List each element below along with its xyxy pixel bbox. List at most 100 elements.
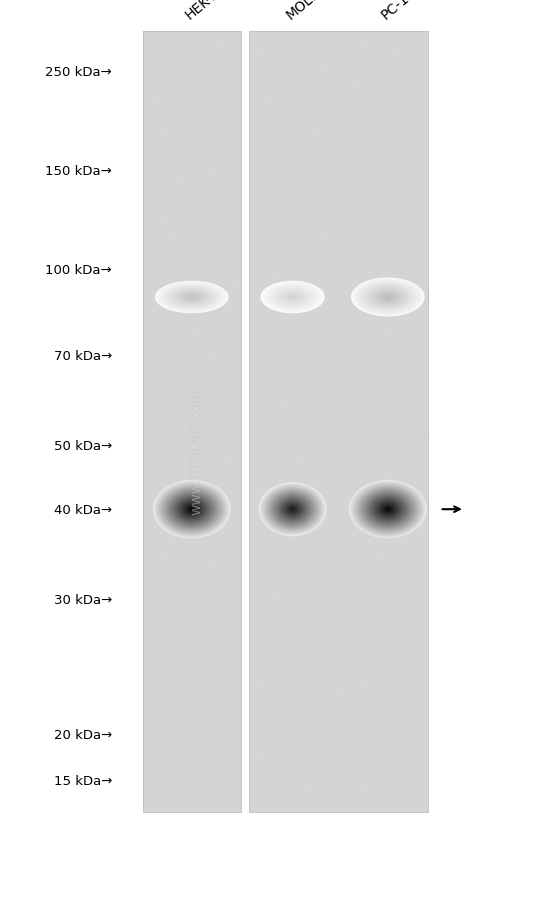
Ellipse shape xyxy=(176,290,208,305)
Ellipse shape xyxy=(374,290,402,305)
Ellipse shape xyxy=(189,508,194,511)
Ellipse shape xyxy=(281,501,304,519)
Ellipse shape xyxy=(372,498,403,521)
Ellipse shape xyxy=(160,283,224,312)
Text: 70 kDa→: 70 kDa→ xyxy=(54,350,112,363)
Ellipse shape xyxy=(187,296,197,299)
Ellipse shape xyxy=(260,483,325,536)
Ellipse shape xyxy=(274,289,311,307)
Ellipse shape xyxy=(262,485,323,534)
Ellipse shape xyxy=(354,484,422,535)
Ellipse shape xyxy=(264,283,321,312)
Ellipse shape xyxy=(385,297,390,299)
Ellipse shape xyxy=(288,506,297,513)
Ellipse shape xyxy=(157,282,226,313)
Ellipse shape xyxy=(270,286,315,309)
Ellipse shape xyxy=(265,283,320,312)
Ellipse shape xyxy=(178,291,206,304)
Ellipse shape xyxy=(360,282,416,313)
Ellipse shape xyxy=(188,507,195,512)
Ellipse shape xyxy=(282,502,303,518)
Ellipse shape xyxy=(162,487,222,532)
Ellipse shape xyxy=(271,492,314,527)
Ellipse shape xyxy=(181,293,203,302)
Ellipse shape xyxy=(385,508,390,511)
Text: HEK-293: HEK-293 xyxy=(183,0,236,23)
Ellipse shape xyxy=(274,495,311,524)
Ellipse shape xyxy=(181,502,202,518)
Ellipse shape xyxy=(351,278,424,318)
Ellipse shape xyxy=(171,289,213,307)
Ellipse shape xyxy=(186,506,197,513)
Ellipse shape xyxy=(263,486,322,533)
Ellipse shape xyxy=(284,503,301,516)
Ellipse shape xyxy=(188,296,195,299)
Ellipse shape xyxy=(167,491,217,529)
Ellipse shape xyxy=(377,292,399,303)
Ellipse shape xyxy=(276,289,310,307)
Ellipse shape xyxy=(154,482,230,538)
Ellipse shape xyxy=(278,290,307,305)
Text: MOLT-4: MOLT-4 xyxy=(283,0,330,23)
Ellipse shape xyxy=(353,483,423,536)
Ellipse shape xyxy=(277,497,309,522)
Ellipse shape xyxy=(163,488,221,531)
Ellipse shape xyxy=(270,492,315,528)
Ellipse shape xyxy=(386,509,389,511)
Ellipse shape xyxy=(276,496,310,523)
Ellipse shape xyxy=(175,497,209,522)
Ellipse shape xyxy=(266,284,319,311)
Ellipse shape xyxy=(355,485,421,534)
Ellipse shape xyxy=(349,480,427,538)
Ellipse shape xyxy=(357,486,419,533)
Ellipse shape xyxy=(291,297,295,299)
Ellipse shape xyxy=(170,493,214,526)
Ellipse shape xyxy=(376,501,399,519)
Ellipse shape xyxy=(361,489,415,530)
Ellipse shape xyxy=(178,499,206,520)
Ellipse shape xyxy=(283,502,302,517)
Ellipse shape xyxy=(260,281,325,314)
Ellipse shape xyxy=(287,505,298,514)
Ellipse shape xyxy=(167,287,216,308)
Ellipse shape xyxy=(153,480,231,538)
Text: 150 kDa→: 150 kDa→ xyxy=(45,165,112,178)
Ellipse shape xyxy=(288,296,297,299)
Ellipse shape xyxy=(161,486,223,533)
Ellipse shape xyxy=(353,280,422,316)
Ellipse shape xyxy=(259,483,326,537)
Ellipse shape xyxy=(157,483,227,536)
Ellipse shape xyxy=(267,489,319,530)
Ellipse shape xyxy=(365,285,411,310)
Ellipse shape xyxy=(376,291,400,304)
Ellipse shape xyxy=(291,509,294,511)
Ellipse shape xyxy=(175,290,209,305)
Ellipse shape xyxy=(287,295,298,300)
Text: PC-12: PC-12 xyxy=(379,0,419,23)
Ellipse shape xyxy=(262,282,324,313)
Ellipse shape xyxy=(282,292,304,303)
Ellipse shape xyxy=(165,286,219,309)
Ellipse shape xyxy=(356,281,420,315)
Ellipse shape xyxy=(183,502,201,517)
Ellipse shape xyxy=(361,283,415,312)
Ellipse shape xyxy=(273,288,312,308)
Ellipse shape xyxy=(164,285,220,310)
Ellipse shape xyxy=(268,285,317,310)
Ellipse shape xyxy=(172,289,212,307)
Ellipse shape xyxy=(380,294,395,301)
Ellipse shape xyxy=(174,290,210,306)
Ellipse shape xyxy=(162,285,221,310)
Ellipse shape xyxy=(186,295,198,300)
Ellipse shape xyxy=(190,509,193,511)
Ellipse shape xyxy=(358,487,418,532)
Ellipse shape xyxy=(352,279,423,317)
Ellipse shape xyxy=(264,487,321,532)
Ellipse shape xyxy=(377,502,398,518)
Ellipse shape xyxy=(289,507,296,512)
Text: www.PTGLAB.com: www.PTGLAB.com xyxy=(189,388,203,514)
Ellipse shape xyxy=(358,282,417,313)
Ellipse shape xyxy=(359,488,417,531)
Ellipse shape xyxy=(379,502,397,517)
Ellipse shape xyxy=(179,500,205,520)
